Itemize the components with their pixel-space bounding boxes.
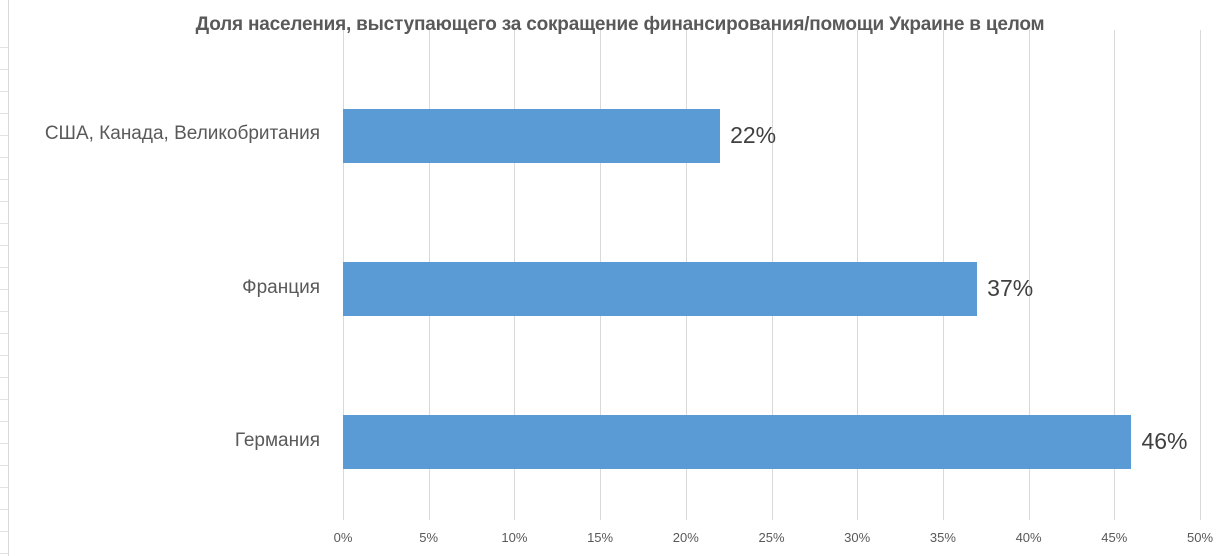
row-divider bbox=[0, 377, 8, 378]
x-tick-label: 5% bbox=[419, 530, 439, 545]
x-tick-label: 45% bbox=[1101, 530, 1128, 545]
x-tick-label: 15% bbox=[587, 530, 614, 545]
data-label: 22% bbox=[730, 122, 777, 148]
row-divider bbox=[0, 465, 8, 466]
row-divider bbox=[0, 69, 8, 70]
row-divider bbox=[0, 311, 8, 312]
gridline bbox=[1114, 30, 1116, 520]
row-divider bbox=[0, 355, 8, 356]
x-tick-label: 40% bbox=[1015, 530, 1042, 545]
row-divider bbox=[0, 47, 8, 48]
row-divider bbox=[0, 201, 8, 202]
x-tick-label: 10% bbox=[501, 530, 528, 545]
category-label: Германия bbox=[234, 430, 320, 451]
row-divider bbox=[0, 333, 8, 334]
bar bbox=[343, 415, 1132, 469]
row-divider bbox=[0, 113, 8, 114]
row-divider bbox=[0, 91, 8, 92]
spreadsheet-row-strip bbox=[0, 0, 9, 556]
row-divider bbox=[0, 421, 8, 422]
x-tick-label: 20% bbox=[672, 530, 699, 545]
x-tick-label: 50% bbox=[1186, 530, 1214, 545]
x-tick-label: 0% bbox=[333, 530, 353, 545]
category-label: США, Канада, Великобритания bbox=[44, 123, 320, 144]
row-divider bbox=[0, 135, 8, 136]
row-divider bbox=[0, 223, 8, 224]
row-divider bbox=[0, 531, 8, 532]
x-tick-label: 25% bbox=[758, 530, 785, 545]
category-label: Франция bbox=[242, 277, 320, 298]
bar bbox=[343, 109, 721, 163]
row-divider bbox=[0, 245, 8, 246]
row-divider bbox=[0, 443, 8, 444]
x-tick-label: 35% bbox=[929, 530, 956, 545]
row-divider bbox=[0, 509, 8, 510]
row-divider bbox=[0, 157, 8, 158]
gridline bbox=[1200, 30, 1201, 520]
data-label: 46% bbox=[1141, 428, 1188, 454]
row-divider bbox=[0, 399, 8, 400]
chart-title: Доля населения, выступающего за сокращен… bbox=[195, 14, 1045, 35]
row-divider bbox=[0, 487, 8, 488]
x-tick-label: 30% bbox=[844, 530, 871, 545]
row-divider bbox=[0, 179, 8, 180]
row-divider bbox=[0, 267, 8, 268]
bar bbox=[343, 262, 978, 316]
row-divider bbox=[0, 289, 8, 290]
row-divider bbox=[0, 553, 8, 554]
data-label: 37% bbox=[987, 275, 1034, 301]
plot-area: 22% 37% 46% bbox=[343, 30, 1201, 520]
gridline bbox=[1028, 30, 1030, 520]
